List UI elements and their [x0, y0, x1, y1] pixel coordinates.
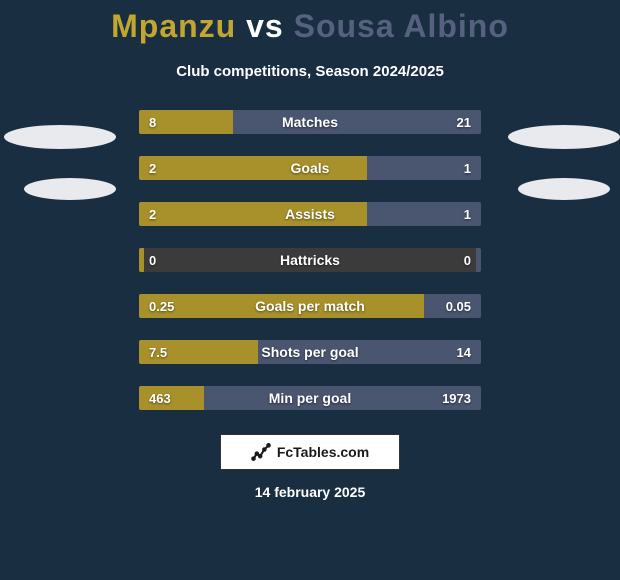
stat-label: Goals	[139, 160, 481, 176]
player2-avatar-shadow-1	[508, 125, 620, 149]
stat-row-matches: 8 Matches 21	[139, 110, 481, 134]
stat-label: Matches	[139, 114, 481, 130]
stat-row-assists: 2 Assists 1	[139, 202, 481, 226]
player1-name: Mpanzu	[111, 8, 236, 44]
stat-row-shots-per-goal: 7.5 Shots per goal 14	[139, 340, 481, 364]
footer-brand: FcTables.com	[277, 444, 369, 460]
stat-label: Goals per match	[139, 298, 481, 314]
stats-container: 8 Matches 21 2 Goals 1 2 Assists 1 0 Hat…	[0, 110, 620, 410]
stat-value-right: 1973	[442, 391, 471, 406]
stat-label: Shots per goal	[139, 344, 481, 360]
player1-avatar-shadow-2	[24, 178, 116, 200]
stat-label: Hattricks	[139, 252, 481, 268]
stat-row-goals-per-match: 0.25 Goals per match 0.05	[139, 294, 481, 318]
player1-avatar-shadow-1	[4, 125, 116, 149]
date-text: 14 february 2025	[0, 484, 620, 500]
stat-label: Min per goal	[139, 390, 481, 406]
footer-badge[interactable]: FcTables.com	[220, 434, 400, 470]
stat-row-goals: 2 Goals 1	[139, 156, 481, 180]
stat-label: Assists	[139, 206, 481, 222]
stat-row-hattricks: 0 Hattricks 0	[139, 248, 481, 272]
subtitle: Club competitions, Season 2024/2025	[0, 63, 620, 80]
player2-avatar-shadow-2	[518, 178, 610, 200]
player2-name: Sousa Albino	[294, 8, 509, 44]
stat-value-right: 0.05	[446, 299, 471, 314]
chart-icon	[251, 442, 271, 462]
stat-value-right: 14	[457, 345, 471, 360]
comparison-title: Mpanzu vs Sousa Albino	[0, 0, 620, 45]
stat-value-right: 1	[464, 207, 471, 222]
vs-text: vs	[246, 8, 284, 44]
stat-value-right: 0	[464, 253, 471, 268]
stat-row-min-per-goal: 463 Min per goal 1973	[139, 386, 481, 410]
stat-value-right: 1	[464, 161, 471, 176]
stat-value-right: 21	[457, 115, 471, 130]
